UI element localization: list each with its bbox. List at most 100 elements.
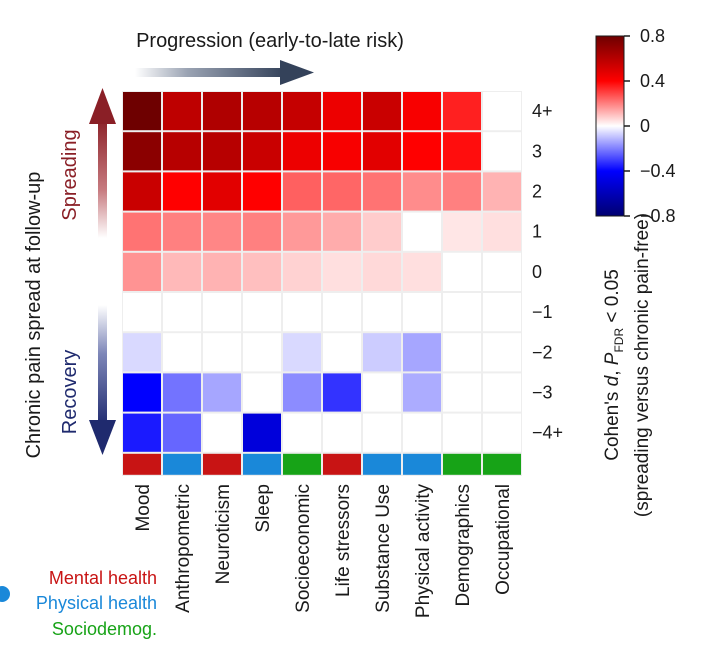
- heatmap-cell-neuroticism-row-9: [203, 413, 241, 452]
- heatmap-cell-life-stressors-row-3: [323, 172, 361, 211]
- row-label-8: −3: [532, 383, 553, 403]
- heatmap-cell-sleep-row-5: [243, 252, 281, 291]
- heatmap-cell-substance-use-row-7: [363, 333, 401, 372]
- colorbar-label-line2: (spreading versus chronic pain-free): [632, 213, 653, 517]
- heatmap-cell-occupational-row-1: [483, 92, 521, 131]
- category-swatch-sleep: [243, 453, 281, 475]
- row-labels: 4+ 3 2 1 0 −1 −2 −3 −4+: [532, 101, 563, 443]
- heatmap-cell-neuroticism-row-5: [203, 252, 241, 291]
- heatmap-cell-life-stressors-row-6: [323, 293, 361, 332]
- category-swatch-physical-activity: [403, 453, 441, 475]
- heatmap-cell-mood-row-5: [123, 252, 161, 291]
- heatmap-cell-socioeconomic-row-1: [283, 92, 321, 131]
- heatmap-cell-anthropometric-row-9: [163, 413, 201, 452]
- heatmap-cell-substance-use-row-2: [363, 132, 401, 171]
- category-swatch-mood: [123, 453, 161, 475]
- heatmap-cell-life-stressors-row-7: [323, 333, 361, 372]
- row-label-1: 4+: [532, 101, 553, 121]
- colorbar-ticks: 0.8 0.4 0 −0.4 −0.8: [624, 26, 676, 226]
- heatmap-cell-life-stressors-row-8: [323, 373, 361, 412]
- column-label-sleep: Sleep: [253, 484, 274, 533]
- heatmap-cell-mood-row-7: [123, 333, 161, 372]
- heatmap-cell-neuroticism-row-8: [203, 373, 241, 412]
- column-label-mood: Mood: [133, 484, 154, 532]
- heatmap-cell-demographics-row-1: [443, 92, 481, 131]
- category-swatch-neuroticism: [203, 453, 241, 475]
- column-label-anthropometric: Anthropometric: [173, 484, 194, 613]
- heatmap-cell-occupational-row-8: [483, 373, 521, 412]
- legend-sociodemographic: Sociodemog.: [52, 619, 157, 639]
- heatmap-cell-anthropometric-row-2: [163, 132, 201, 171]
- heatmap-cell-anthropometric-row-6: [163, 293, 201, 332]
- heatmap-cell-sleep-row-7: [243, 333, 281, 372]
- y-axis-title: Chronic pain spread at follow-up: [23, 172, 45, 459]
- heatmap-cell-demographics-row-2: [443, 132, 481, 171]
- colorbar: [595, 35, 625, 217]
- heatmap-cell-physical-activity-row-1: [403, 92, 441, 131]
- heatmap-cell-socioeconomic-row-6: [283, 293, 321, 332]
- heatmap-cell-neuroticism-row-3: [203, 172, 241, 211]
- heatmap-cell-demographics-row-4: [443, 212, 481, 251]
- heatmap-cell-mood-row-9: [123, 413, 161, 452]
- heatmap-cell-socioeconomic-row-4: [283, 212, 321, 251]
- heatmap-cell-substance-use-row-3: [363, 172, 401, 211]
- heatmap-cell-sleep-row-2: [243, 132, 281, 171]
- heatmap-cell-socioeconomic-row-5: [283, 252, 321, 291]
- heatmap-cell-physical-activity-row-9: [403, 413, 441, 452]
- heatmap-cell-mood-row-2: [123, 132, 161, 171]
- row-label-4: 1: [532, 222, 542, 242]
- row-label-7: −2: [532, 342, 553, 362]
- heatmap-cell-demographics-row-9: [443, 413, 481, 452]
- category-swatch-life-stressors: [323, 453, 361, 475]
- colorbar-tick-label: 0.4: [640, 71, 665, 91]
- heatmap-cell-mood-row-6: [123, 293, 161, 332]
- heatmap-cell-mood-row-4: [123, 212, 161, 251]
- heatmap-cell-occupational-row-6: [483, 293, 521, 332]
- heatmap-cell-neuroticism-row-6: [203, 293, 241, 332]
- heatmap-cell-sleep-row-8: [243, 373, 281, 412]
- heatmap-cell-anthropometric-row-3: [163, 172, 201, 211]
- heatmap-cell-neuroticism-row-2: [203, 132, 241, 171]
- colorbar-tick-label: −0.4: [640, 161, 676, 181]
- legend-physical-health: Physical health: [36, 593, 157, 613]
- column-label-socioeconomic: Socioeconomic: [293, 484, 314, 613]
- column-labels: Mood Anthropometric Neuroticism Sleep Socioe…: [133, 484, 514, 619]
- heatmap-cell-anthropometric-row-7: [163, 333, 201, 372]
- heatmap-cell-substance-use-row-8: [363, 373, 401, 412]
- category-swatch-socioeconomic: [283, 453, 321, 475]
- colorbar-tick-label: 0: [640, 116, 650, 136]
- recovery-label: Recovery: [59, 350, 81, 434]
- category-bar: [123, 453, 521, 475]
- row-label-5: 0: [532, 262, 542, 282]
- heatmap-cell-neuroticism-row-1: [203, 92, 241, 131]
- category-swatch-anthropometric: [163, 453, 201, 475]
- heatmap-cell-occupational-row-5: [483, 252, 521, 291]
- column-label-neuroticism: Neuroticism: [213, 484, 234, 584]
- heatmap-cell-socioeconomic-row-7: [283, 333, 321, 372]
- column-label-demographics: Demographics: [453, 484, 474, 607]
- heatmap-cell-life-stressors-row-1: [323, 92, 361, 131]
- category-swatch-occupational: [483, 453, 521, 475]
- heatmap-cell-occupational-row-4: [483, 212, 521, 251]
- row-label-2: 3: [532, 141, 542, 161]
- heatmap-cell-anthropometric-row-5: [163, 252, 201, 291]
- heatmap-cell-life-stressors-row-4: [323, 212, 361, 251]
- heatmap-cell-demographics-row-7: [443, 333, 481, 372]
- heatmap-cell-socioeconomic-row-9: [283, 413, 321, 452]
- heatmap-cell-life-stressors-row-5: [323, 252, 361, 291]
- heatmap-cell-sleep-row-6: [243, 293, 281, 332]
- colorbar-tick-label: 0.8: [640, 26, 665, 46]
- heatmap-cell-physical-activity-row-3: [403, 172, 441, 211]
- heatmap-cell-neuroticism-row-7: [203, 333, 241, 372]
- colorbar-label-line1: Cohen's d, PFDR < 0.05: [602, 269, 626, 461]
- heatmap-cell-anthropometric-row-8: [163, 373, 201, 412]
- heatmap-cell-physical-activity-row-7: [403, 333, 441, 372]
- category-swatch-substance-use: [363, 453, 401, 475]
- heatmap-cells: [123, 92, 521, 452]
- heatmap-cell-sleep-row-3: [243, 172, 281, 211]
- heatmap-cell-occupational-row-2: [483, 132, 521, 171]
- heatmap-cell-anthropometric-row-4: [163, 212, 201, 251]
- heatmap-cell-socioeconomic-row-3: [283, 172, 321, 211]
- heatmap-cell-physical-activity-row-2: [403, 132, 441, 171]
